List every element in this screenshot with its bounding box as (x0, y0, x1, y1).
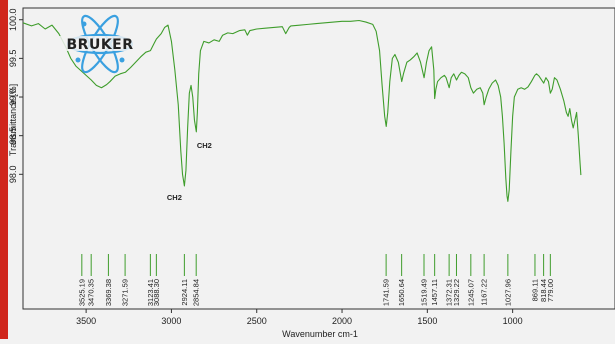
peak-label: 1741.59 (382, 279, 391, 306)
x-tick-label: 1500 (417, 316, 437, 326)
y-axis-ticks: 98.0 98.5 99.0 99.5 100.0 (8, 8, 23, 183)
peak-label: 869.11 (530, 279, 539, 301)
ch2-annotation: CH2 (197, 141, 212, 150)
peak-annotations: CH2 CH2 (167, 141, 212, 202)
x-tick-label: 2500 (247, 316, 267, 326)
peak-label: 1245.07 (466, 279, 475, 306)
left-accent-bar (0, 0, 8, 339)
y-axis-title: Transmittance [%] (8, 84, 18, 156)
peak-label: 1167.22 (480, 279, 489, 306)
x-axis-ticks: 3500 3000 2500 2000 1500 1000 (76, 309, 523, 326)
y-tick-label: 98.0 (8, 166, 18, 184)
peak-label: 1372.31 (445, 279, 454, 306)
y-tick-label: 98.5 (8, 127, 18, 145)
y-tick-label: 99.5 (8, 50, 18, 68)
x-tick-label: 3500 (76, 316, 96, 326)
x-tick-label: 1000 (503, 316, 523, 326)
plot-frame (22, 7, 615, 310)
peak-label: 1329.22 (452, 279, 461, 306)
peak-label: 1027.96 (503, 279, 512, 306)
peak-label: 3470.35 (87, 279, 96, 306)
y-tick-label: 100.0 (8, 8, 18, 31)
x-tick-label: 3000 (161, 316, 181, 326)
peak-label: 2854.84 (192, 279, 201, 306)
y-tick-label: 99.0 (8, 88, 18, 106)
peak-label: 779.00 (546, 279, 555, 302)
peak-label: 3123.41 (146, 279, 155, 306)
peak-label: 818.44 (539, 279, 548, 302)
peak-label: 3369.38 (104, 279, 113, 306)
peak-markers: 3525.19 3470.35 3369.38 3271.59 3123.413088.… (77, 254, 555, 306)
bruker-logo-text: BRUKER (66, 37, 133, 53)
x-axis-title: Wavenumber cm-1 (282, 329, 358, 339)
spectrum-line (22, 19, 582, 202)
bruker-logo: BRUKER (52, 14, 148, 74)
x-tick-label: 2000 (332, 316, 352, 326)
peak-label: 1457.11 (430, 279, 439, 306)
peak-label: 3271.59 (121, 279, 130, 306)
peak-label: 2924.11 (180, 279, 189, 306)
peak-label: 3088.30 (152, 279, 161, 306)
peak-label: 1519.49 (420, 279, 429, 306)
ch2-annotation: CH2 (167, 193, 182, 202)
peak-label: 3525.19 (77, 279, 86, 306)
peak-label: 1650.64 (397, 279, 406, 306)
